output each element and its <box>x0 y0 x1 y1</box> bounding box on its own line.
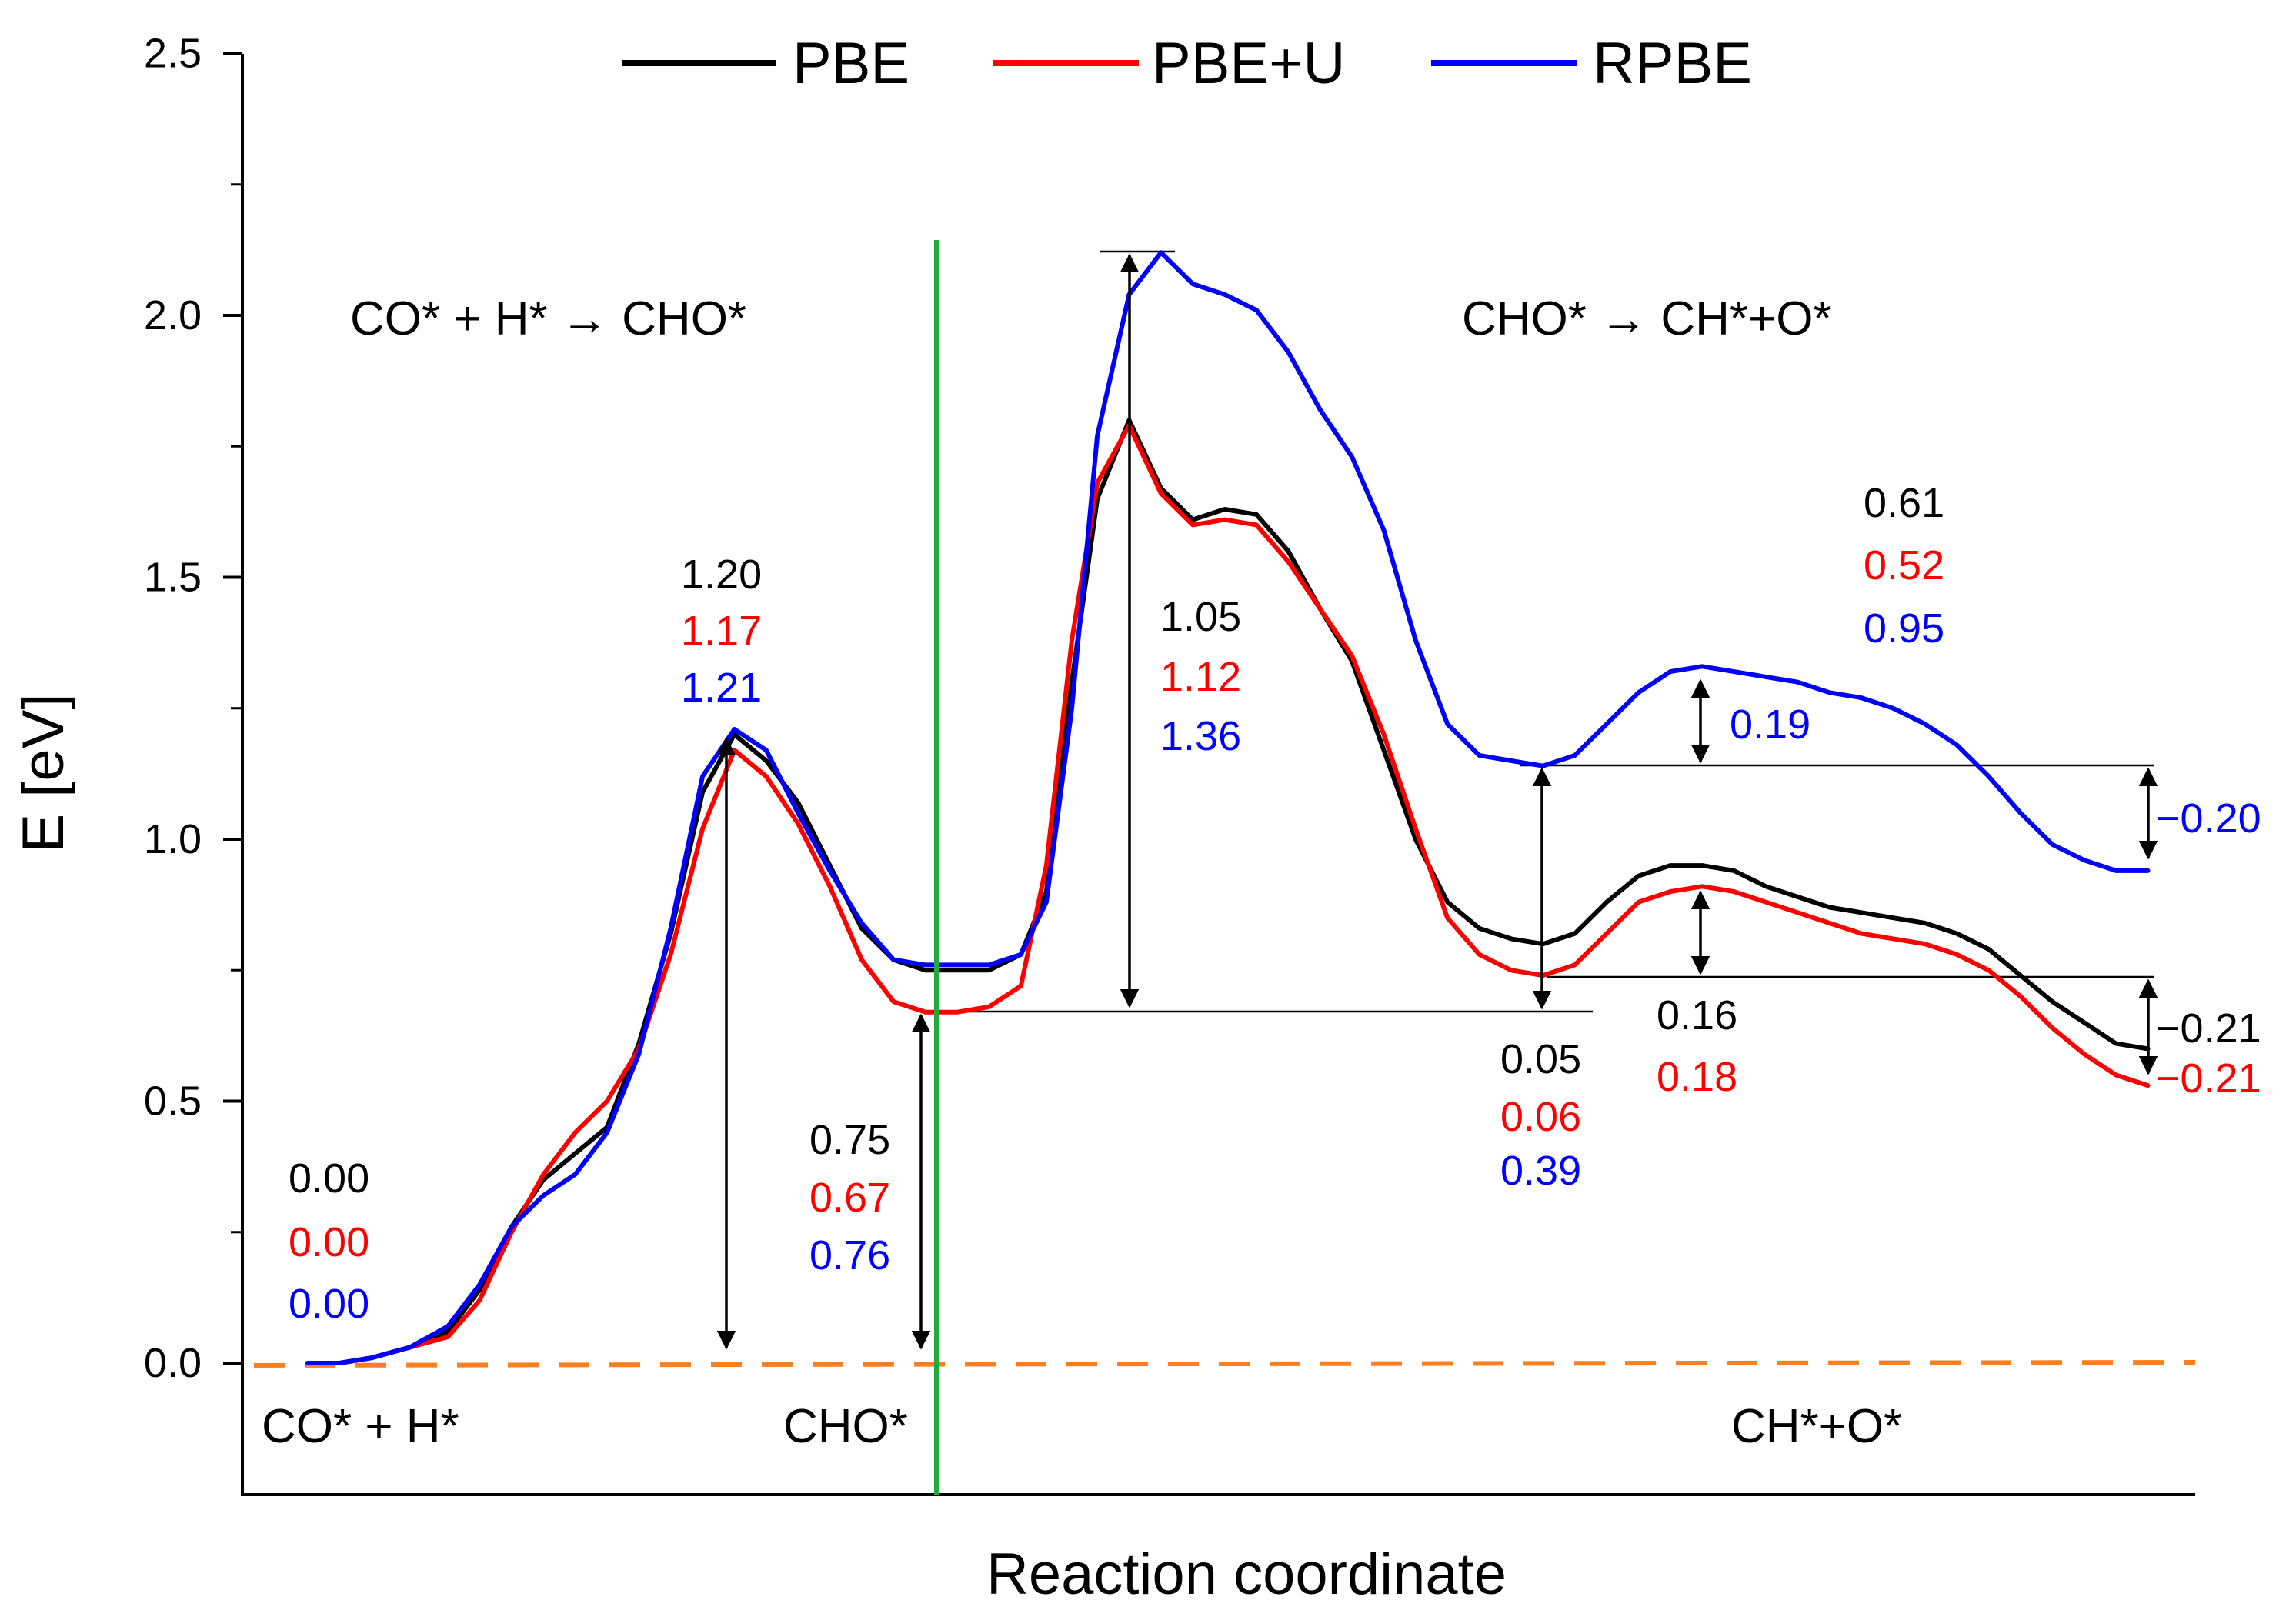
y-tick-label-2: 1.0 <box>144 816 202 862</box>
y-tick-label-5: 2.5 <box>144 31 202 77</box>
value-barrier3-pbeu: 0.52 <box>1864 542 1944 588</box>
series-line-rpbe <box>305 250 2151 1365</box>
value-barrier3-rpbe: 0.95 <box>1864 605 1944 652</box>
legend-label-pbeu: PBE+U <box>1152 31 1345 96</box>
value-barrier1-pbe: 1.20 <box>681 552 762 598</box>
value-small-pbeu: 0.18 <box>1657 1054 1737 1100</box>
value-barrier1-rpbe: 1.21 <box>681 665 762 711</box>
value-cho-rpbe: 0.76 <box>809 1232 890 1278</box>
legend: PBE PBE+U RPBE <box>622 31 1752 96</box>
state-label-intermediate: CHO* <box>783 1400 908 1453</box>
value-intermediate-rpbe: 0.39 <box>1500 1148 1581 1194</box>
x-axis-title: Reaction coordinate <box>986 1542 1507 1607</box>
series-line-pbe-u <box>305 423 2151 1365</box>
section-title-left: CO* + H* → CHO* <box>350 292 746 345</box>
value-initial-pbeu: 0.00 <box>289 1219 369 1265</box>
zero-line <box>253 1360 2196 1368</box>
state-label-initial: CO* + H* <box>262 1400 459 1453</box>
y-tick-label-3: 1.5 <box>144 555 202 601</box>
value-final-pbe: −0.21 <box>2156 1005 2261 1052</box>
section-title-right: CHO* → CH*+O* <box>1462 292 1832 345</box>
value-initial-rpbe: 0.00 <box>289 1281 369 1327</box>
value-barrier3-pbe: 0.61 <box>1864 480 1944 526</box>
y-tick-label-1: 0.5 <box>144 1078 202 1125</box>
y-axis-title: E [eV] <box>11 694 76 853</box>
value-final-pbeu: −0.21 <box>2156 1055 2261 1102</box>
legend-label-pbe: PBE <box>793 31 909 96</box>
legend-label-rpbe: RPBE <box>1593 31 1752 96</box>
value-barrier2-pbeu: 1.12 <box>1160 654 1241 700</box>
state-label-final: CH*+O* <box>1731 1400 1902 1453</box>
value-intermediate-pbeu: 0.06 <box>1500 1094 1581 1140</box>
value-blue-final: −0.20 <box>2156 795 2261 842</box>
y-ticks: 0.0 0.5 1.0 1.5 2.0 2.5 <box>144 31 242 1386</box>
value-cho-pbeu: 0.67 <box>809 1175 890 1221</box>
value-barrier1-pbeu: 1.17 <box>681 608 762 654</box>
value-initial-pbe: 0.00 <box>289 1155 369 1202</box>
value-intermediate-pbe: 0.05 <box>1500 1036 1581 1082</box>
value-cho-pbe: 0.75 <box>809 1117 890 1163</box>
series-line-pbe <box>305 418 2151 1365</box>
y-tick-label-0: 0.0 <box>144 1340 202 1386</box>
value-barrier2-rpbe: 1.36 <box>1160 713 1241 759</box>
value-labels: 0.00 0.00 0.00 1.20 1.17 1.21 0.75 0.67 … <box>289 480 2261 1327</box>
series-group <box>305 250 2151 1365</box>
value-small-pbe: 0.16 <box>1657 992 1737 1038</box>
y-tick-label-4: 2.0 <box>144 292 202 338</box>
value-blue-small: 0.19 <box>1730 702 1810 748</box>
value-barrier2-pbe: 1.05 <box>1160 594 1241 640</box>
